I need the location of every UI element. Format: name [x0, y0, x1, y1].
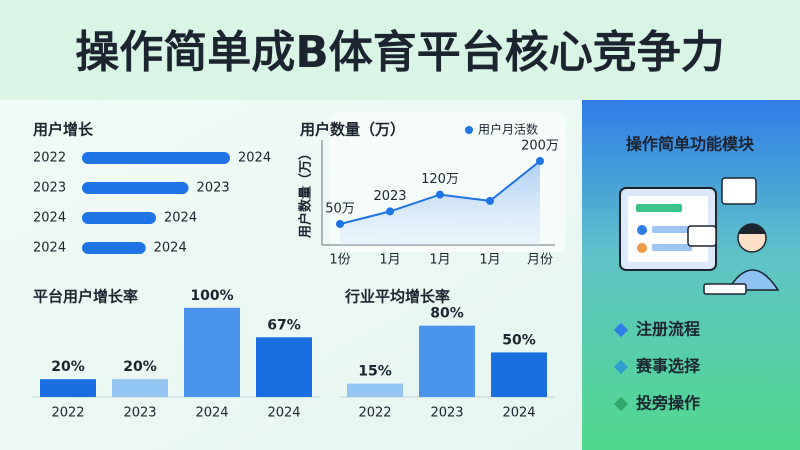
x-tick-label: 2024 — [267, 406, 300, 421]
illustration — [619, 177, 780, 295]
x-tick-label: 2023 — [123, 406, 156, 421]
x-tick-label: 2024 — [502, 406, 535, 421]
chart-title: 用户增长 — [33, 121, 94, 139]
bar — [419, 325, 475, 397]
value-label: 200万 — [521, 139, 559, 154]
x-tick-label: 2022 — [358, 406, 391, 421]
bar — [82, 242, 146, 254]
bar — [347, 383, 403, 397]
point — [336, 220, 344, 228]
x-tick-label: 月份 — [527, 253, 553, 268]
legend-label: 用户月活数 — [478, 122, 538, 137]
point — [536, 157, 544, 165]
value-label: 20% — [123, 359, 157, 375]
panel-title: 操作简单功能模块 — [626, 135, 755, 154]
y-axis-label: 用户数量（万） — [298, 147, 314, 239]
bullet-icon — [613, 396, 629, 412]
annotation: 2023 — [373, 189, 406, 204]
value-label: 50万 — [325, 202, 355, 217]
chart-title: 用户数量（万） — [300, 121, 405, 139]
panel-item: 赛事选择 — [635, 357, 701, 376]
legend-marker — [465, 126, 473, 134]
bar — [82, 212, 156, 224]
bar — [112, 379, 168, 397]
chart-title: 行业平均增长率 — [344, 288, 450, 306]
y-tick-label: 2022 — [33, 151, 66, 166]
point — [386, 207, 394, 216]
bar-annotation: 2024 — [238, 151, 271, 166]
panel-item: 投旁操作 — [636, 394, 700, 413]
y-tick-label: 2024 — [33, 211, 66, 226]
panel-item: 注册流程 — [636, 320, 700, 339]
area — [340, 161, 540, 245]
bullet-icon — [613, 359, 629, 375]
value-label: 15% — [358, 364, 392, 380]
x-tick-label: 2024 — [195, 406, 228, 421]
point — [436, 190, 444, 199]
x-tick-label: 1月 — [479, 253, 500, 268]
x-tick-label: 1月 — [429, 253, 450, 268]
value-label: 50% — [502, 332, 536, 348]
bar — [40, 379, 96, 397]
value-label: 80% — [430, 306, 464, 322]
chart-title: 平台用户增长率 — [33, 288, 138, 306]
bar — [491, 352, 547, 397]
y-tick-label: 2024 — [33, 241, 66, 256]
bar — [82, 182, 189, 194]
bar-annotation: 2024 — [164, 211, 197, 226]
page-title: 操作简单成B体育平台核心竞争力 — [75, 27, 725, 78]
x-tick-label: 2023 — [430, 406, 463, 421]
bar — [82, 152, 230, 164]
y-tick-label: 2023 — [33, 181, 66, 196]
bar-annotation: 2024 — [154, 241, 187, 256]
value-label: 120万 — [421, 172, 459, 187]
bullet-icon — [613, 322, 629, 338]
title-band — [0, 0, 800, 100]
x-tick-label: 1份 — [329, 253, 350, 268]
bar — [256, 337, 312, 397]
value-label: 100% — [190, 288, 233, 304]
point — [486, 196, 494, 205]
x-tick-label: 1月 — [379, 253, 400, 268]
bar — [184, 307, 240, 397]
value-label: 67% — [267, 317, 301, 333]
bar-annotation: 2023 — [197, 181, 230, 196]
value-label: 20% — [51, 359, 85, 375]
x-tick-label: 2022 — [51, 406, 84, 421]
